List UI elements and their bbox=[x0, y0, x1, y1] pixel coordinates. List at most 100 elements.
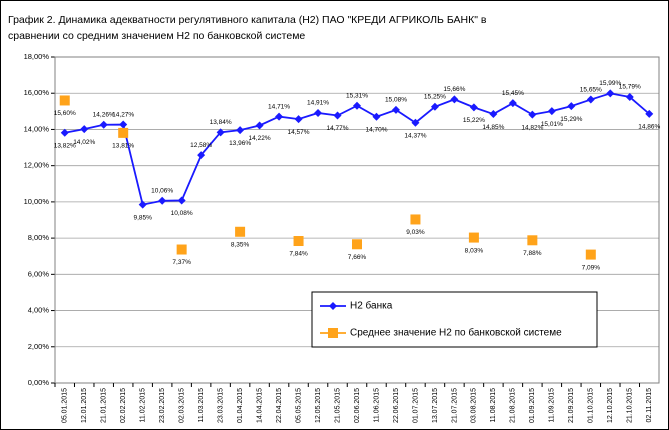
marker bbox=[236, 126, 245, 135]
data-label: 15,29% bbox=[560, 116, 582, 123]
marker bbox=[410, 214, 421, 225]
x-tick-label: 02.11.2015 bbox=[646, 388, 653, 423]
marker bbox=[118, 127, 129, 138]
x-tick-label: 05.01.2015 bbox=[62, 388, 69, 423]
marker bbox=[567, 102, 576, 111]
legend-marker bbox=[329, 302, 337, 310]
y-tick-label: 14,00% bbox=[24, 124, 50, 133]
plot-area bbox=[54, 56, 660, 384]
legend-marker bbox=[328, 328, 338, 338]
data-label: 13,96% bbox=[229, 140, 251, 147]
marker bbox=[411, 118, 420, 127]
marker bbox=[450, 95, 459, 104]
x-tick-label: 03.08.2015 bbox=[471, 388, 478, 423]
data-label: 13,81% bbox=[112, 143, 134, 150]
x-tick-label: 22.04.2015 bbox=[276, 388, 283, 423]
x-tick-label: 21.09.2015 bbox=[568, 388, 575, 423]
x-tick-label: 01.04.2015 bbox=[237, 388, 244, 423]
legend-label: Н2 банка bbox=[350, 300, 393, 312]
x-tick-label: 02.02.2015 bbox=[120, 388, 127, 423]
data-label: 13,82% bbox=[54, 142, 76, 149]
x-tick-label: 23.02.2015 bbox=[159, 388, 166, 423]
data-label: 15,25% bbox=[424, 94, 446, 101]
marker bbox=[645, 109, 654, 118]
data-label: 14,26% bbox=[93, 111, 115, 118]
marker bbox=[352, 239, 362, 250]
data-label: 15,31% bbox=[346, 92, 368, 99]
data-label: 7,09% bbox=[582, 264, 601, 271]
marker bbox=[255, 121, 264, 130]
marker bbox=[59, 95, 70, 106]
x-tick-label: 02.03.2015 bbox=[178, 388, 185, 423]
y-tick-label: 8,00% bbox=[28, 233, 50, 242]
data-label: 7,84% bbox=[289, 251, 308, 258]
marker bbox=[625, 93, 634, 102]
data-label: 15,66% bbox=[443, 86, 465, 93]
marker bbox=[585, 249, 596, 260]
data-label: 7,66% bbox=[348, 254, 367, 261]
marker bbox=[138, 200, 147, 209]
marker bbox=[333, 111, 342, 120]
data-label: 14,86% bbox=[638, 124, 660, 131]
marker bbox=[372, 112, 381, 121]
data-label: 8,03% bbox=[465, 247, 484, 254]
data-label: 8,35% bbox=[231, 241, 250, 248]
marker bbox=[235, 226, 246, 237]
data-label: 15,01% bbox=[541, 121, 563, 128]
marker bbox=[606, 89, 615, 98]
marker bbox=[430, 102, 439, 111]
legend bbox=[311, 291, 598, 348]
data-label: 15,99% bbox=[599, 80, 621, 87]
marker bbox=[528, 110, 537, 119]
x-tick-label: 11.09.2015 bbox=[549, 388, 556, 423]
data-label: 14,27% bbox=[112, 111, 134, 118]
data-label: 9,03% bbox=[406, 229, 425, 236]
x-tick-label: 11.02.2015 bbox=[140, 388, 147, 423]
x-tick-label: 02.06.2015 bbox=[354, 388, 361, 423]
marker bbox=[293, 236, 304, 247]
x-tick-label: 01.10.2015 bbox=[588, 388, 595, 423]
data-label: 14,57% bbox=[288, 129, 310, 136]
data-label: 15,65% bbox=[580, 86, 602, 93]
marker bbox=[216, 128, 225, 137]
marker bbox=[527, 235, 538, 246]
marker bbox=[353, 101, 361, 110]
x-tick-label: 01.09.2015 bbox=[529, 388, 536, 423]
y-tick-label: 16,00% bbox=[24, 88, 50, 97]
marker bbox=[391, 105, 400, 114]
y-tick-label: 12,00% bbox=[24, 161, 50, 170]
data-label: 15,79% bbox=[619, 84, 641, 91]
y-tick-label: 2,00% bbox=[28, 342, 50, 351]
marker bbox=[176, 244, 187, 255]
marker bbox=[99, 120, 108, 129]
data-label: 14,82% bbox=[521, 124, 543, 131]
x-tick-label: 21.01.2015 bbox=[101, 388, 108, 423]
data-label: 10,06% bbox=[151, 188, 173, 195]
x-tick-label: 12.01.2015 bbox=[81, 388, 88, 423]
x-tick-label: 11.08.2015 bbox=[490, 388, 497, 423]
x-tick-label: 13.07.2015 bbox=[432, 388, 439, 423]
x-tick-label: 14.04.2015 bbox=[256, 388, 263, 423]
marker bbox=[547, 107, 556, 116]
data-label: 15,08% bbox=[385, 97, 407, 104]
data-label: 14,85% bbox=[482, 124, 504, 131]
marker bbox=[275, 112, 284, 121]
data-label: 15,22% bbox=[463, 117, 485, 124]
data-label: 15,45% bbox=[502, 90, 524, 97]
x-tick-label: 22.06.2015 bbox=[393, 388, 400, 423]
y-tick-label: 18,00% bbox=[24, 52, 50, 61]
x-tick-label: 12.10.2015 bbox=[607, 388, 614, 423]
data-label: 9,85% bbox=[133, 214, 152, 221]
marker bbox=[489, 110, 498, 119]
marker bbox=[468, 232, 479, 243]
data-label: 12,58% bbox=[190, 142, 212, 149]
marker bbox=[119, 120, 128, 129]
x-tick-label: 01.07.2015 bbox=[412, 388, 419, 423]
x-tick-label: 11.03.2015 bbox=[198, 388, 205, 423]
marker bbox=[294, 115, 303, 124]
data-label: 14,70% bbox=[365, 126, 387, 133]
data-label: 10,08% bbox=[171, 210, 193, 217]
y-tick-label: 6,00% bbox=[28, 269, 50, 278]
data-label: 7,37% bbox=[172, 259, 191, 266]
